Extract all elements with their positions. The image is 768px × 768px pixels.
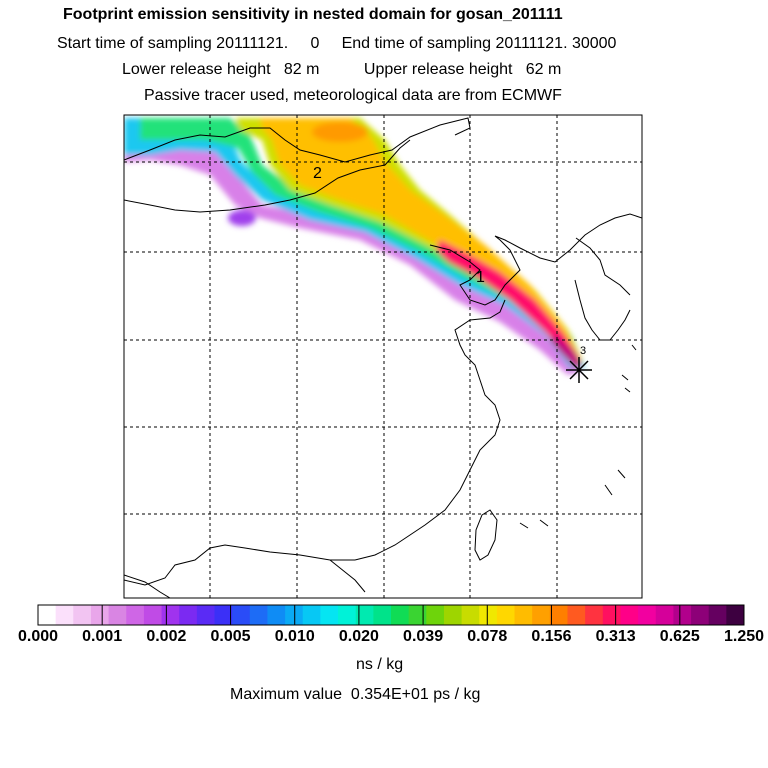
coastlines — [124, 117, 642, 598]
receptor-star-icon — [566, 357, 592, 383]
release-height-line: Lower release height 82 m Upper release … — [122, 61, 562, 78]
colorbar-tick-label: 0.005 — [210, 628, 251, 645]
marker-label-2: 2 — [313, 165, 322, 182]
colorbar-cell — [373, 605, 392, 625]
colorbar-cell — [73, 605, 92, 625]
colorbar-cell — [232, 605, 251, 625]
colorbar-cell — [161, 605, 180, 625]
colorbar-cell — [179, 605, 198, 625]
colorbar-cell — [214, 605, 233, 625]
colorbar-cell — [655, 605, 674, 625]
colorbar-cell — [691, 605, 710, 625]
colorbar-cell — [708, 605, 727, 625]
colorbar-cell — [320, 605, 339, 625]
colorbar-cell — [285, 605, 304, 625]
colorbar-tick-label: 0.001 — [82, 628, 123, 645]
marker-label-1: 1 — [476, 269, 485, 286]
colorbar-tick-label: 0.002 — [146, 628, 187, 645]
colorbar-cell — [496, 605, 516, 625]
colorbar-cell — [55, 605, 74, 625]
colorbar-tick-label: 0.010 — [274, 628, 315, 645]
colorbar-cell — [38, 605, 57, 625]
colorbar-tick-label: 0.039 — [403, 628, 444, 645]
marker-label-3: 3 — [580, 345, 586, 357]
colorbar-cell — [126, 605, 145, 625]
colorbar-cell — [355, 605, 374, 625]
plot-title: Footprint emission sensitivity in nested… — [63, 6, 563, 23]
lat-lon-grid — [124, 115, 642, 598]
colorbar-dividers — [101, 605, 681, 625]
colorbar-cell — [726, 605, 745, 625]
colorbar-cell — [673, 605, 692, 625]
colorbar-cell — [249, 605, 268, 625]
colorbar-frame — [37, 604, 745, 626]
colorbar-cell — [338, 605, 357, 625]
colorbar-cell — [90, 605, 110, 625]
colorbar-tick-label: 0.625 — [659, 628, 700, 645]
plume-shading — [124, 118, 585, 375]
colorbar-unit: ns / kg — [356, 656, 404, 673]
colorbar-tick-label: 0.078 — [467, 628, 508, 645]
colorbar-cell — [302, 605, 321, 625]
colorbar-cell — [532, 605, 551, 625]
colorbar-tick-label: 0.156 — [531, 628, 572, 645]
colorbar-cell — [443, 605, 463, 625]
colorbar-cell — [602, 605, 621, 625]
colorbar-cell — [143, 605, 163, 625]
colorbar-cell — [620, 605, 639, 625]
colorbar-cell — [461, 605, 480, 625]
colorbar-cell — [479, 605, 498, 625]
colorbar-cell — [108, 605, 127, 625]
colorbar-tick-label: 0.000 — [17, 628, 59, 645]
colorbar-tick-label: 1.250 — [723, 628, 765, 645]
colorbar-cell — [267, 605, 286, 625]
colorbar-cell — [638, 605, 657, 625]
colorbar-tick-label: 0.313 — [595, 628, 636, 645]
colorbar-cell — [585, 605, 604, 625]
colorbar-cell — [549, 605, 568, 625]
maximum-value-text: Maximum value 0.354E+01 ps / kg — [230, 686, 481, 703]
sampling-time-line: Start time of sampling 20111121. 0 End t… — [57, 35, 617, 52]
colorbar-cell — [567, 605, 586, 625]
colorbar-cell — [391, 605, 410, 625]
colorbar-cell — [196, 605, 215, 625]
colorbar-cell — [408, 605, 427, 625]
colorbar-cells — [38, 605, 745, 625]
colorbar-tick-label: 0.020 — [338, 628, 379, 645]
map-frame — [123, 114, 643, 599]
tracer-info-line: Passive tracer used, meteorological data… — [144, 87, 562, 104]
colorbar-cell — [426, 605, 445, 625]
colorbar-cell — [514, 605, 533, 625]
